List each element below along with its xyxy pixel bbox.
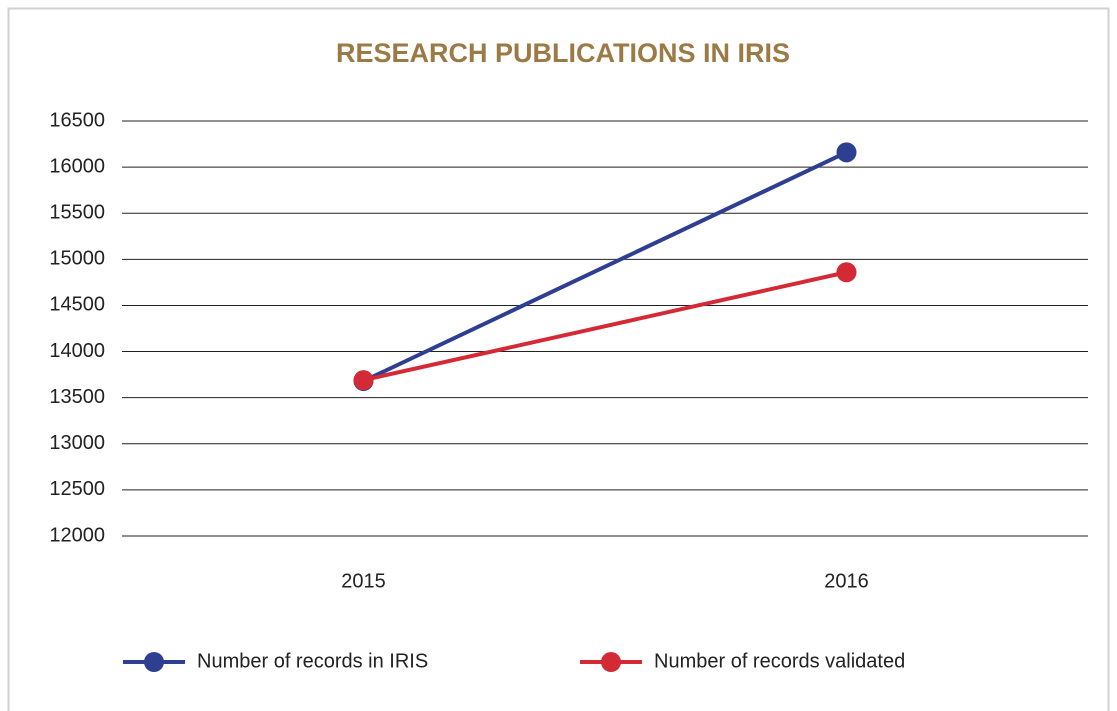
x-tick-label: 2016 [824, 570, 869, 592]
series-line [362, 150, 848, 383]
y-tick-label: 12000 [49, 524, 105, 546]
y-tick-label: 15000 [49, 248, 105, 270]
chart-border [7, 7, 1110, 711]
y-tick-label: 15500 [49, 202, 105, 224]
y-tick-label: 14000 [49, 340, 105, 362]
y-tick-label: 13500 [49, 386, 105, 408]
y-tick-label: 14500 [49, 294, 105, 316]
chart-title: RESEARCH PUBLICATIONS IN IRIS [336, 38, 790, 68]
y-tick-label: 16500 [49, 109, 105, 131]
legend-marker [601, 652, 621, 672]
y-tick-label: 16000 [49, 155, 105, 177]
data-point [836, 142, 857, 163]
series-line [363, 270, 847, 383]
data-point [836, 262, 857, 283]
y-tick-label: 12500 [49, 478, 105, 500]
legend-label: Number of records validated [654, 650, 905, 672]
legend-marker [144, 652, 164, 672]
data-point [353, 370, 374, 391]
y-tick-label: 13000 [49, 432, 105, 454]
x-tick-label: 2015 [341, 570, 386, 592]
legend-label: Number of records in IRIS [197, 650, 428, 672]
